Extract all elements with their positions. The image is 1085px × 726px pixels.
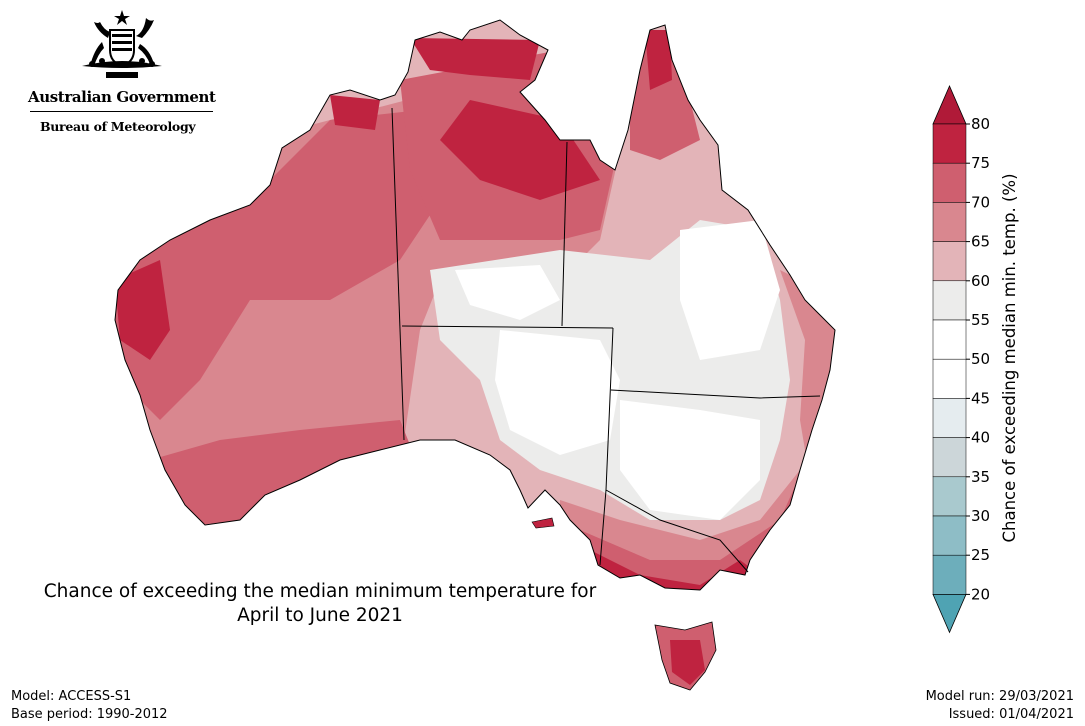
colorbar-tick-label: 50 [971, 350, 990, 368]
colorbar-tick-label: 45 [971, 389, 990, 407]
colorbar-cell [932, 554, 967, 595]
model-run-date: Model run: 29/03/2021 [925, 689, 1074, 704]
colorbar-tick-label: 20 [971, 585, 990, 603]
colorbar-top-arrow [932, 84, 967, 125]
colorbar-bottom-arrow [932, 594, 967, 634]
colorbar-tick-label: 80 [971, 115, 990, 133]
bom-logo: Australian Government Bureau of Meteorol… [28, 8, 218, 140]
agency-name: Bureau of Meteorology [40, 119, 196, 134]
run-info: Model run: 29/03/2021 Issued: 01/04/2021 [926, 688, 1074, 724]
colorbar-cell [932, 358, 967, 399]
government-name: Australian Government [28, 88, 216, 106]
coat-of-arms-icon [82, 10, 162, 78]
model-name: Model: ACCESS-S1 [11, 689, 132, 704]
colorbar-cell [932, 515, 967, 556]
map-title: Chance of exceeding the median minimum t… [0, 580, 640, 628]
issued-date: Issued: 01/04/2021 [948, 707, 1074, 722]
model-info: Model: ACCESS-S1 Base period: 1990-2012 [11, 688, 168, 724]
colorbar-cell [932, 437, 967, 478]
colorbar-cell [932, 476, 967, 517]
map-title-line-1: Chance of exceeding the median minimum t… [43, 581, 597, 602]
colorbar-tick-label: 55 [971, 311, 990, 329]
logo-divider [30, 111, 213, 112]
map-title-line-2: April to June 2021 [237, 605, 403, 626]
colorbar-tick-label: 40 [971, 429, 990, 447]
colorbar-tick-label: 25 [971, 546, 990, 564]
colorbar-cell [932, 123, 967, 164]
state-borders [391, 107, 821, 573]
base-period: Base period: 1990-2012 [11, 707, 168, 722]
colorbar-cell [932, 280, 967, 321]
colorbar-label: Chance of exceeding median min. temp. (%… [1000, 173, 1019, 542]
colorbar-tick-label: 75 [971, 154, 990, 172]
australia-outlook-map [114, 19, 836, 691]
colorbar-tick-label: 30 [971, 507, 990, 525]
colorbar-cell [932, 398, 967, 438]
colorbar-tick-label: 60 [971, 272, 990, 290]
colorbar-tick-label: 70 [971, 193, 990, 211]
colorbar-cell [932, 319, 967, 360]
colorbar-cell [932, 241, 967, 282]
colorbar-cell [932, 202, 967, 242]
mainland-coastline [114, 19, 836, 591]
colorbar-tick-label: 65 [971, 233, 990, 251]
colorbar-cell [932, 162, 967, 203]
colorbar-tick-label: 35 [971, 468, 990, 486]
